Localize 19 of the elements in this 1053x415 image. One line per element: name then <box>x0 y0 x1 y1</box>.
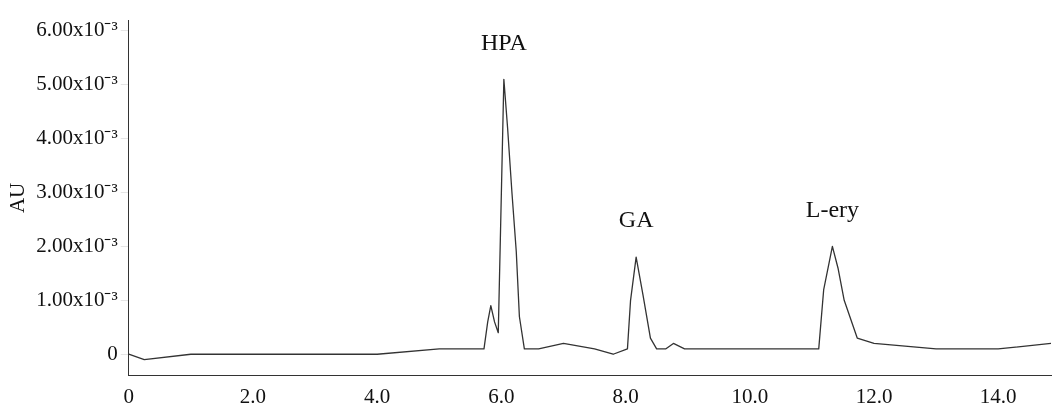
x-tick-label: 10.0 <box>731 383 769 408</box>
y-axis-title: AU <box>5 182 30 214</box>
x-tick-label: 6.0 <box>488 383 515 408</box>
x-tick-label: 8.0 <box>612 383 639 408</box>
x-tick-label: 4.0 <box>364 383 391 408</box>
x-tick-label: 2.0 <box>239 383 267 408</box>
y-tick-label: 1.00x10⁻³ <box>36 286 118 311</box>
x-tick-label: 12.0 <box>855 383 893 408</box>
y-tick-label: 5.00x10⁻³ <box>36 71 118 96</box>
x-tick-label: 14.0 <box>979 383 1017 408</box>
y-tick-label: 4.00x10⁻³ <box>36 125 118 150</box>
y-tick-label: 3.00x10⁻³ <box>36 179 118 204</box>
x-tick-label: 0 <box>123 383 134 408</box>
annotation: L-ery <box>805 195 860 222</box>
y-tick-label: 0 <box>107 340 118 365</box>
y-tick-label: 6.00x10⁻³ <box>36 17 118 42</box>
annotation: GA <box>618 206 655 233</box>
annotation: HPA <box>480 28 528 55</box>
y-tick-label: 2.00x10⁻³ <box>36 232 118 257</box>
